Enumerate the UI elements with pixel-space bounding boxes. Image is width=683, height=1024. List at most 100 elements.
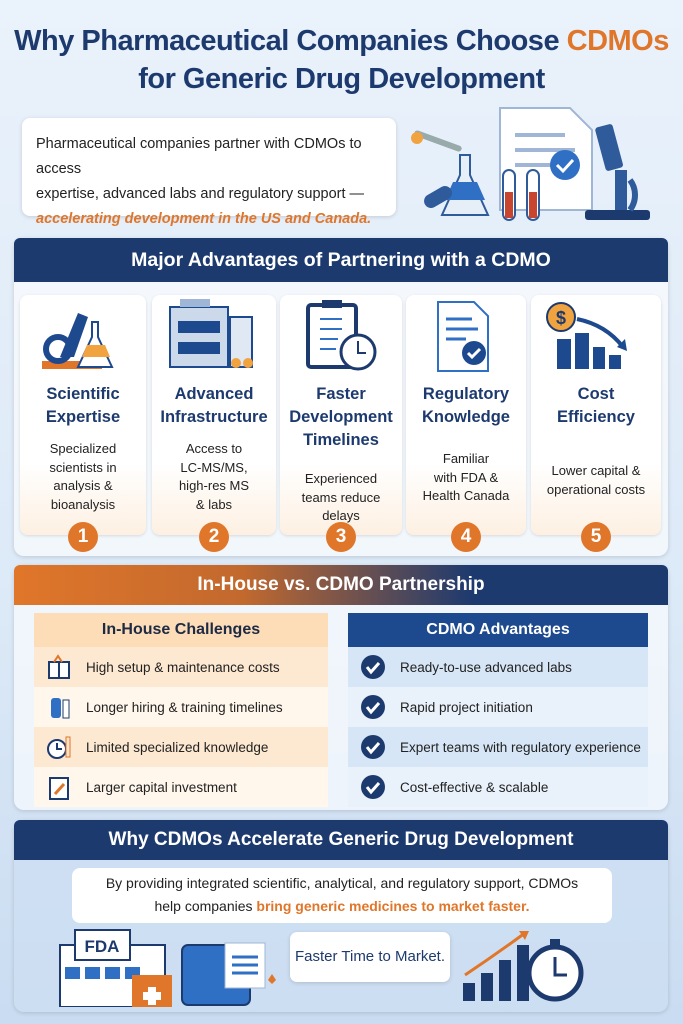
lab-illustration-icon bbox=[411, 107, 650, 221]
advantage-description-line: & labs bbox=[195, 496, 233, 512]
checklist-clock-icon bbox=[306, 300, 377, 371]
check-circle-icon bbox=[361, 735, 385, 759]
in-house-list: High setup & maintenance costs Longer hir… bbox=[34, 647, 328, 807]
advantage-title-line: Faster bbox=[316, 385, 366, 403]
advantage-title: Regulatory Knowledge bbox=[406, 383, 526, 429]
advantage-card-3: Faster Development Timelines Experienced tea… bbox=[280, 295, 402, 535]
growth-chart-stopwatch-icon bbox=[463, 931, 584, 1002]
advantage-number-badge: 4 bbox=[451, 522, 481, 552]
advantage-description: Access to LC-MS/MS, high-res MS & labs bbox=[156, 440, 272, 514]
advantage-title-line: Expertise bbox=[45, 408, 121, 426]
clipboard-pen-icon bbox=[49, 777, 69, 800]
title-line-2: for Generic Drug Development bbox=[138, 63, 545, 95]
in-house-header: In-House Challenges bbox=[34, 613, 328, 647]
accelerate-line-1: By providing integrated scientific, anal… bbox=[105, 875, 579, 891]
fda-building-icon: FDA bbox=[59, 929, 276, 1007]
cdmo-item-text: Expert teams with regulatory experience bbox=[400, 739, 641, 755]
in-house-row: High setup & maintenance costs bbox=[34, 647, 328, 687]
advantage-title-line: Efficiency bbox=[557, 408, 635, 426]
advantage-title: Faster Development Timelines bbox=[280, 383, 402, 452]
advantage-card-4: Regulatory Knowledge Familiar with FDA & Hea… bbox=[406, 295, 526, 535]
faster-time-badge: Faster Time to Market. bbox=[290, 932, 450, 982]
accelerate-highlight: bring generic medicines to market faster… bbox=[256, 898, 530, 914]
cdmo-row: Expert teams with regulatory experience bbox=[348, 727, 648, 767]
lab-instrument-icon bbox=[169, 299, 253, 368]
advantage-number-badge: 1 bbox=[68, 522, 98, 552]
cdmo-item-text: Cost-effective & scalable bbox=[400, 779, 549, 795]
accelerate-text-box: By providing integrated scientific, anal… bbox=[72, 868, 612, 923]
advantage-title-line: Scientific bbox=[46, 385, 120, 403]
advantage-description-line: LC-MS/MS, bbox=[180, 459, 248, 475]
advantage-card-1: Scientific Expertise Specialized scientists… bbox=[20, 295, 146, 535]
advantage-title-line: Advanced bbox=[174, 385, 254, 403]
fda-logo-text: FDA bbox=[85, 937, 120, 956]
cdmo-row: Ready-to-use advanced labs bbox=[348, 647, 648, 687]
advantage-description: Lower capital & operational costs bbox=[535, 462, 657, 499]
check-circle-icon bbox=[361, 775, 385, 799]
intro-card: Pharmaceutical companies partner with CD… bbox=[22, 118, 396, 227]
check-circle-icon bbox=[361, 655, 385, 679]
advantage-description: Specialized scientists in analysis & bioana… bbox=[24, 440, 142, 514]
advantage-number-badge: 3 bbox=[326, 522, 356, 552]
bottle-icon bbox=[51, 698, 70, 719]
advantage-title: Cost Efficiency bbox=[531, 383, 661, 429]
advantage-description-line: Health Canada bbox=[422, 488, 510, 503]
advantage-title-line: Knowledge bbox=[421, 408, 510, 426]
advantage-title: Advanced Infrastructure bbox=[152, 383, 276, 429]
in-house-item-text: High setup & maintenance costs bbox=[86, 659, 280, 675]
building-cost-icon bbox=[48, 654, 70, 679]
advantage-description-line: Access to bbox=[185, 441, 243, 456]
advantage-description-line: analysis & bbox=[53, 478, 113, 493]
advantage-description-line: high-res MS bbox=[178, 478, 250, 493]
cdmo-item-text: Rapid project initiation bbox=[400, 699, 533, 715]
accelerate-line-2: help companies bbox=[154, 898, 257, 914]
page-title: Why Pharmaceutical Companies Choose CDMO… bbox=[0, 22, 683, 98]
advantage-title-line: Development bbox=[289, 408, 393, 426]
intro-highlight: accelerating development in the US and C… bbox=[36, 211, 372, 227]
advantage-title: Scientific Expertise bbox=[20, 383, 146, 429]
cost-decline-chart-icon: $ bbox=[546, 302, 627, 369]
in-house-row: Longer hiring & training timelines bbox=[34, 687, 328, 727]
advantage-description-line: scientists in bbox=[49, 459, 117, 475]
cdmo-item-text: Ready-to-use advanced labs bbox=[400, 659, 572, 675]
advantage-description-line: Familiar bbox=[442, 451, 490, 466]
cdmo-row: Cost-effective & scalable bbox=[348, 767, 648, 807]
advantage-description-line: with FDA & bbox=[433, 469, 499, 485]
in-house-row: Limited specialized knowledge bbox=[34, 727, 328, 767]
advantage-description-line: Lower capital & bbox=[551, 463, 641, 478]
in-house-row: Larger capital investment bbox=[34, 767, 328, 807]
advantage-title-line: Infrastructure bbox=[160, 408, 268, 426]
advantage-title-line: Regulatory bbox=[422, 385, 510, 403]
in-house-item-text: Limited specialized knowledge bbox=[86, 739, 269, 755]
in-house-item-text: Longer hiring & training timelines bbox=[86, 699, 283, 715]
microscope-flask-icon bbox=[42, 313, 114, 369]
in-house-item-text: Larger capital investment bbox=[86, 779, 237, 795]
intro-line-1: Pharmaceutical companies partner with CD… bbox=[36, 136, 362, 177]
advantage-description: Familiar with FDA & Health Canada bbox=[410, 450, 522, 506]
cdmo-row: Rapid project initiation bbox=[348, 687, 648, 727]
cdmo-header: CDMO Advantages bbox=[348, 613, 648, 647]
advantage-description-line: Experienced bbox=[304, 471, 378, 486]
advantage-description-line: operational costs bbox=[546, 481, 646, 497]
document-check-icon bbox=[437, 301, 489, 372]
advantage-number-badge: 2 bbox=[199, 522, 229, 552]
comparison-header: In-House vs. CDMO Partnership bbox=[14, 565, 668, 605]
advantage-description-line: teams reduce bbox=[301, 489, 381, 505]
advantage-card-5: $ Cost Efficiency Lower capital & operationa… bbox=[531, 295, 661, 535]
advantage-number-badge: 5 bbox=[581, 522, 611, 552]
cdmo-list: Ready-to-use advanced labs Rapid project … bbox=[348, 647, 648, 807]
advantage-description-line: bioanalysis bbox=[50, 496, 116, 512]
title-highlight: CDMOs bbox=[566, 25, 670, 57]
advantage-description: Experienced teams reduce delays bbox=[284, 470, 398, 526]
advantage-description-line: delays bbox=[322, 508, 360, 523]
svg-text:$: $ bbox=[556, 308, 566, 328]
advantage-title-line: Cost bbox=[577, 385, 615, 403]
intro-line-2: expertise, advanced labs and regulatory … bbox=[36, 186, 365, 202]
check-circle-icon bbox=[361, 695, 385, 719]
accelerate-header: Why CDMOs Accelerate Generic Drug Develo… bbox=[14, 820, 668, 860]
advantage-title-line: Timelines bbox=[303, 431, 379, 449]
advantage-card-2: Advanced Infrastructure Access to LC-MS/MS,… bbox=[152, 295, 276, 535]
title-line-1: Why Pharmaceutical Companies Choose bbox=[14, 25, 567, 57]
advantage-description-line: Specialized bbox=[49, 441, 117, 456]
advantages-header: Major Advantages of Partnering with a CD… bbox=[14, 238, 668, 282]
